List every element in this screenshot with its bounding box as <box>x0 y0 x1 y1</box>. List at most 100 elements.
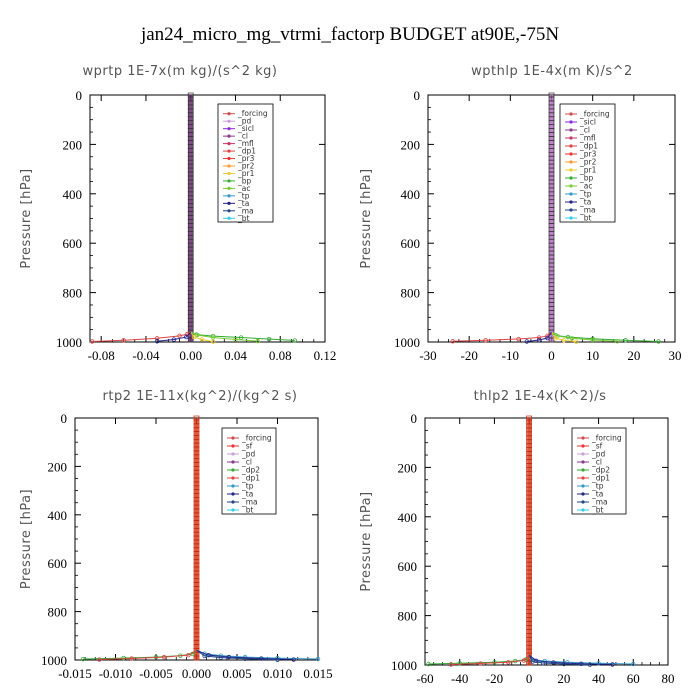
legend-marker-forcing <box>581 436 585 440</box>
legend-label-forcing: _forcing <box>591 434 622 443</box>
series-point-ta <box>545 335 550 341</box>
y-tick-label: 400 <box>63 187 83 202</box>
legend-label-bt: _bt <box>579 214 592 223</box>
series-point-ma <box>540 660 546 666</box>
profile-marker <box>548 337 555 343</box>
x-tick-label: -0.005 <box>139 666 173 681</box>
legend-marker-tp <box>231 484 235 488</box>
series-point-ta <box>154 339 160 344</box>
series-point-dp1 <box>161 654 167 660</box>
y-tick-label: 600 <box>48 556 68 571</box>
y-tick-label: 1000 <box>391 658 417 673</box>
x-tick-label: -40 <box>451 671 468 686</box>
y-tick-label: 1000 <box>56 335 82 350</box>
series-line-ma <box>196 649 278 661</box>
y-axis-label: Pressure [hPa] <box>359 168 374 268</box>
x-tick-label: 0.010 <box>263 666 292 681</box>
legend-label-dp1: _dp1 <box>237 147 256 156</box>
series-point-dp1 <box>506 660 511 665</box>
series-point-ac <box>590 337 595 343</box>
legend-marker-mfl <box>227 142 231 146</box>
series-point-ta <box>610 662 615 667</box>
legend-marker-forcing <box>569 112 573 116</box>
legend-marker-dp1 <box>231 476 235 480</box>
legend-marker-pd <box>231 452 235 456</box>
legend-marker-forcing <box>227 112 231 116</box>
x-tick-label: -20 <box>486 671 503 686</box>
y-tick-label: 800 <box>401 286 421 301</box>
series-line-ma <box>528 654 590 666</box>
legend-marker-dp2 <box>231 468 235 472</box>
legend-marker-ma <box>227 209 231 213</box>
legend-label-pd: _pd <box>241 450 256 459</box>
series-point-dp1 <box>177 333 182 339</box>
series-point-dp1 <box>516 336 521 342</box>
legend-label-pr2: _pr2 <box>237 162 255 171</box>
legend-label-ma: _ma <box>579 206 596 215</box>
series-point-dp1 <box>483 338 488 343</box>
legend-marker-pr2 <box>227 164 231 168</box>
legend-marker-ma <box>569 208 573 212</box>
legend-marker-tp <box>569 192 573 196</box>
y-tick-label: 400 <box>401 187 421 202</box>
legend-label-mfl: _mfl <box>579 134 596 143</box>
x-tick-label: -0.08 <box>88 348 115 363</box>
series-point-tp <box>275 655 280 661</box>
legend: _forcing_pd_sicl_cl_mfl_dp1_pr3_pr2_pr1_… <box>217 103 274 223</box>
y-tick-label: 200 <box>401 137 421 152</box>
series-point-ta <box>184 334 189 340</box>
legend-box <box>221 427 277 515</box>
series-line-dp1 <box>99 649 197 661</box>
zero-profile-stack <box>193 415 200 661</box>
zero-profile-stack <box>548 92 555 343</box>
y-tick-label: 1000 <box>41 653 67 668</box>
series-point-ta <box>206 652 211 658</box>
series-line-bp <box>551 331 659 343</box>
x-tick-label: -60 <box>416 671 433 686</box>
legend-label-ta: _ta <box>241 490 253 499</box>
series-point-ac <box>195 332 200 338</box>
legend-label-ma: _ma <box>241 498 258 507</box>
legend-label-bt: _bt <box>591 506 604 515</box>
legend-label-sf: _sf <box>241 442 253 451</box>
legend-label-pr1: _pr1 <box>237 169 255 178</box>
series-point-dp1 <box>97 657 102 662</box>
y-axis-label: Pressure [hPa] <box>19 168 34 268</box>
legend-label-bp: _bp <box>579 174 594 183</box>
x-tick-label: -30 <box>419 348 436 363</box>
legend-label-ma: _ma <box>237 206 254 215</box>
x-tick-label: 0 <box>526 671 533 686</box>
legend-marker-bp <box>569 176 573 180</box>
series-point-tp <box>631 661 636 667</box>
legend-label-cl: _cl <box>579 126 590 135</box>
profile-band <box>549 95 554 342</box>
series-point-dp1 <box>90 339 95 344</box>
series-point-ac <box>255 338 261 344</box>
legend-marker-bt <box>569 216 573 220</box>
legend-marker-sicl <box>569 120 573 124</box>
x-tick-label: 20 <box>627 348 640 363</box>
panel-title: wprtp 1E-7x(m kg)/(s^2 kg) <box>83 64 278 79</box>
zero-profile-stack <box>526 415 532 666</box>
panel-title: wpthlp 1E-4x(m K)/s^2 <box>471 64 633 79</box>
profile-marker <box>187 337 194 343</box>
x-tick-label: 20 <box>557 671 570 686</box>
series-line-tp <box>196 649 319 660</box>
legend-marker-ac <box>569 184 573 188</box>
y-tick-label: 0 <box>414 88 421 103</box>
legend-marker-cl <box>231 460 235 464</box>
legend-label-ta: _ta <box>237 199 249 208</box>
legend-label-sicl: _sicl <box>579 118 596 127</box>
legend-label-ta: _ta <box>591 490 603 499</box>
series-point-ta <box>551 660 556 665</box>
y-tick-label: 0 <box>411 411 418 426</box>
legend-label-dp2: _dp2 <box>591 466 610 475</box>
x-tick-label: 0.08 <box>269 348 292 363</box>
legend-marker-dp2 <box>581 468 585 472</box>
legend-marker-ac <box>227 186 231 190</box>
legend-marker-pr2 <box>569 160 573 164</box>
profile-band <box>527 418 532 665</box>
legend-marker-sf <box>231 444 235 448</box>
legend-box <box>217 103 274 223</box>
legend-marker-sf <box>581 444 585 448</box>
